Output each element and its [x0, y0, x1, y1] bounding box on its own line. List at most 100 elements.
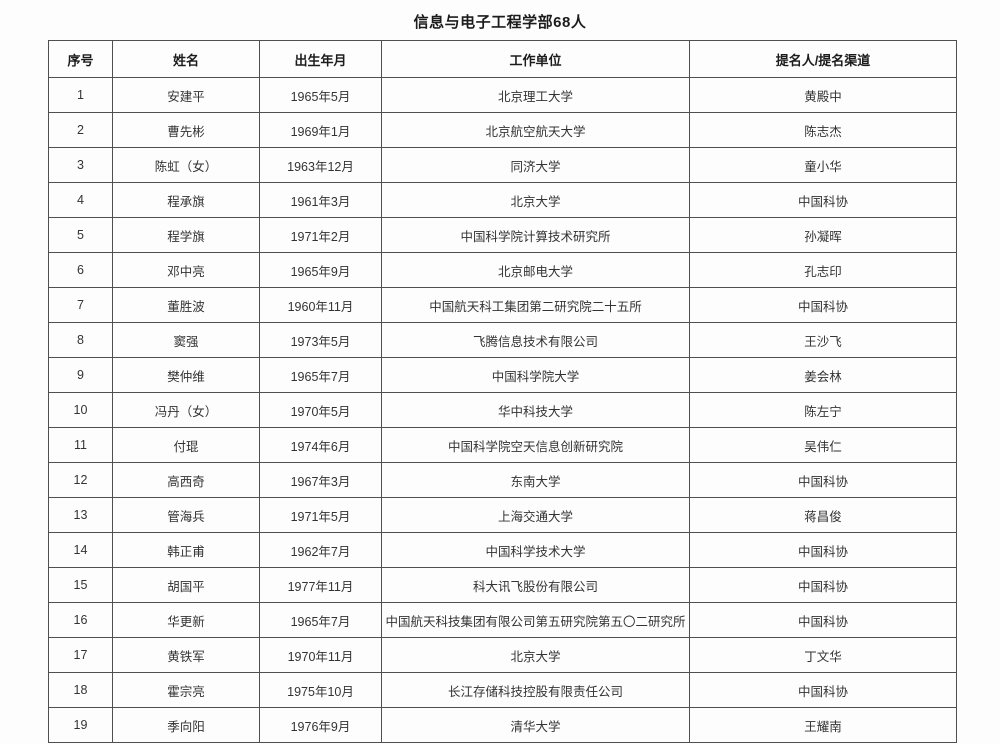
table-row: 15 胡国平 1977年11月 科大讯飞股份有限公司 中国科协 [48, 567, 957, 603]
cell-name: 韩正甫 [112, 532, 260, 568]
column-header-work_unit: 工作单位 [381, 40, 690, 78]
cell-birth_date: 1977年11月 [259, 567, 382, 603]
cell-nominator: 丁文华 [689, 637, 957, 673]
table-row: 2 曹先彬 1969年1月 北京航空航天大学 陈志杰 [48, 112, 957, 148]
cell-birth_date: 1963年12月 [259, 147, 382, 183]
cell-birth_date: 1967年3月 [259, 462, 382, 498]
table-row: 9 樊仲维 1965年7月 中国科学院大学 姜会林 [48, 357, 957, 393]
cell-name: 季向阳 [112, 707, 260, 743]
cell-nominator: 王耀南 [689, 707, 957, 743]
cell-birth_date: 1971年5月 [259, 497, 382, 533]
table-row: 14 韩正甫 1962年7月 中国科学技术大学 中国科协 [48, 532, 957, 568]
cell-birth_date: 1960年11月 [259, 287, 382, 323]
cell-index: 12 [48, 462, 113, 498]
table-row: 11 付琨 1974年6月 中国科学院空天信息创新研究院 吴伟仁 [48, 427, 957, 463]
table-row: 10 冯丹（女） 1970年5月 华中科技大学 陈左宁 [48, 392, 957, 428]
cell-work_unit: 中国科学院计算技术研究所 [381, 217, 690, 253]
cell-index: 7 [48, 287, 113, 323]
page-title: 信息与电子工程学部68人 [413, 14, 587, 31]
cell-birth_date: 1969年1月 [259, 112, 382, 148]
cell-index: 1 [48, 77, 113, 113]
column-header-birth_date: 出生年月 [259, 40, 382, 78]
table-body: 1 安建平 1965年5月 北京理工大学 黄殿中 2 曹先彬 1969年1月 北京航空航天大学陈… [48, 77, 957, 743]
cell-name: 付琨 [112, 427, 260, 463]
cell-work_unit: 科大讯飞股份有限公司 [381, 567, 690, 603]
table-row: 6 邓中亮 1965年9月 北京邮电大学 孔志印 [48, 252, 957, 288]
cell-index: 5 [48, 217, 113, 253]
cell-name: 程承旗 [112, 182, 260, 218]
cell-name: 陈虹（女） [112, 147, 260, 183]
cell-work_unit: 华中科技大学 [381, 392, 690, 428]
cell-work_unit: 北京邮电大学 [381, 252, 690, 288]
cell-index: 3 [48, 147, 113, 183]
cell-name: 窦强 [112, 322, 260, 358]
cell-nominator: 中国科协 [689, 532, 957, 568]
cell-index: 10 [48, 392, 113, 428]
table-row: 1 安建平 1965年5月 北京理工大学 黄殿中 [48, 77, 957, 113]
column-header-name: 姓名 [112, 40, 260, 78]
cell-nominator: 中国科协 [689, 182, 957, 218]
cell-birth_date: 1965年7月 [259, 357, 382, 393]
cell-work_unit: 上海交通大学 [381, 497, 690, 533]
cell-work_unit: 北京理工大学 [381, 77, 690, 113]
cell-nominator: 中国科协 [689, 602, 957, 638]
cell-work_unit: 中国航天科技集团有限公司第五研究院第五〇二研究所 [381, 602, 690, 638]
cell-work_unit: 北京大学 [381, 637, 690, 673]
cell-name: 安建平 [112, 77, 260, 113]
table-row: 3 陈虹（女） 1963年12月 同济大学 童小华 [48, 147, 957, 183]
cell-index: 2 [48, 112, 113, 148]
cell-name: 程学旗 [112, 217, 260, 253]
cell-index: 9 [48, 357, 113, 393]
cell-birth_date: 1976年9月 [259, 707, 382, 743]
cell-nominator: 孔志印 [689, 252, 957, 288]
cell-index: 16 [48, 602, 113, 638]
cell-name: 高西奇 [112, 462, 260, 498]
cell-birth_date: 1970年11月 [259, 637, 382, 673]
table-row: 4 程承旗 1961年3月 北京大学 中国科协 [48, 182, 957, 218]
cell-birth_date: 1971年2月 [259, 217, 382, 253]
cell-name: 曹先彬 [112, 112, 260, 148]
table-row: 5 程学旗 1971年2月 中国科学院计算技术研究所 孙凝晖 [48, 217, 957, 253]
cell-index: 4 [48, 182, 113, 218]
table-row: 16 华更新 1965年7月 中国航天科技集团有限公司第五研究院第五〇二研究所 中国科协 [48, 602, 957, 638]
cell-work_unit: 中国科学院大学 [381, 357, 690, 393]
cell-index: 18 [48, 672, 113, 708]
cell-name: 冯丹（女） [112, 392, 260, 428]
cell-nominator: 姜会林 [689, 357, 957, 393]
cell-name: 樊仲维 [112, 357, 260, 393]
cell-work_unit: 北京大学 [381, 182, 690, 218]
cell-nominator: 陈志杰 [689, 112, 957, 148]
cell-birth_date: 1965年5月 [259, 77, 382, 113]
table-row: 18 霍宗亮 1975年10月 长江存储科技控股有限责任公司 中国科协 [48, 672, 957, 708]
cell-name: 胡国平 [112, 567, 260, 603]
cell-birth_date: 1973年5月 [259, 322, 382, 358]
cell-index: 8 [48, 322, 113, 358]
cell-nominator: 孙凝晖 [689, 217, 957, 253]
cell-index: 13 [48, 497, 113, 533]
cell-work_unit: 同济大学 [381, 147, 690, 183]
cell-nominator: 吴伟仁 [689, 427, 957, 463]
cell-nominator: 陈左宁 [689, 392, 957, 428]
cell-work_unit: 中国科学院空天信息创新研究院 [381, 427, 690, 463]
table-row: 13 管海兵 1971年5月 上海交通大学 蒋昌俊 [48, 497, 957, 533]
cell-name: 邓中亮 [112, 252, 260, 288]
cell-work_unit: 清华大学 [381, 707, 690, 743]
cell-birth_date: 1974年6月 [259, 427, 382, 463]
cell-birth_date: 1965年7月 [259, 602, 382, 638]
cell-index: 15 [48, 567, 113, 603]
cell-name: 黄铁军 [112, 637, 260, 673]
table-row: 8 窦强 1973年5月 飞腾信息技术有限公司 王沙飞 [48, 322, 957, 358]
cell-birth_date: 1962年7月 [259, 532, 382, 568]
table-header-row: 序号 姓名 出生年月 工作单位 提名人/提名渠道 [48, 40, 957, 78]
cell-index: 6 [48, 252, 113, 288]
table-row: 7 董胜波 1960年11月 中国航天科工集团第二研究院二十五所 中国科协 [48, 287, 957, 323]
cell-work_unit: 北京航空航天大学 [381, 112, 690, 148]
cell-index: 19 [48, 707, 113, 743]
cell-work_unit: 中国科学技术大学 [381, 532, 690, 568]
cell-nominator: 中国科协 [689, 462, 957, 498]
cell-work_unit: 中国航天科工集团第二研究院二十五所 [381, 287, 690, 323]
cell-index: 17 [48, 637, 113, 673]
cell-index: 14 [48, 532, 113, 568]
cell-work_unit: 长江存储科技控股有限责任公司 [381, 672, 690, 708]
